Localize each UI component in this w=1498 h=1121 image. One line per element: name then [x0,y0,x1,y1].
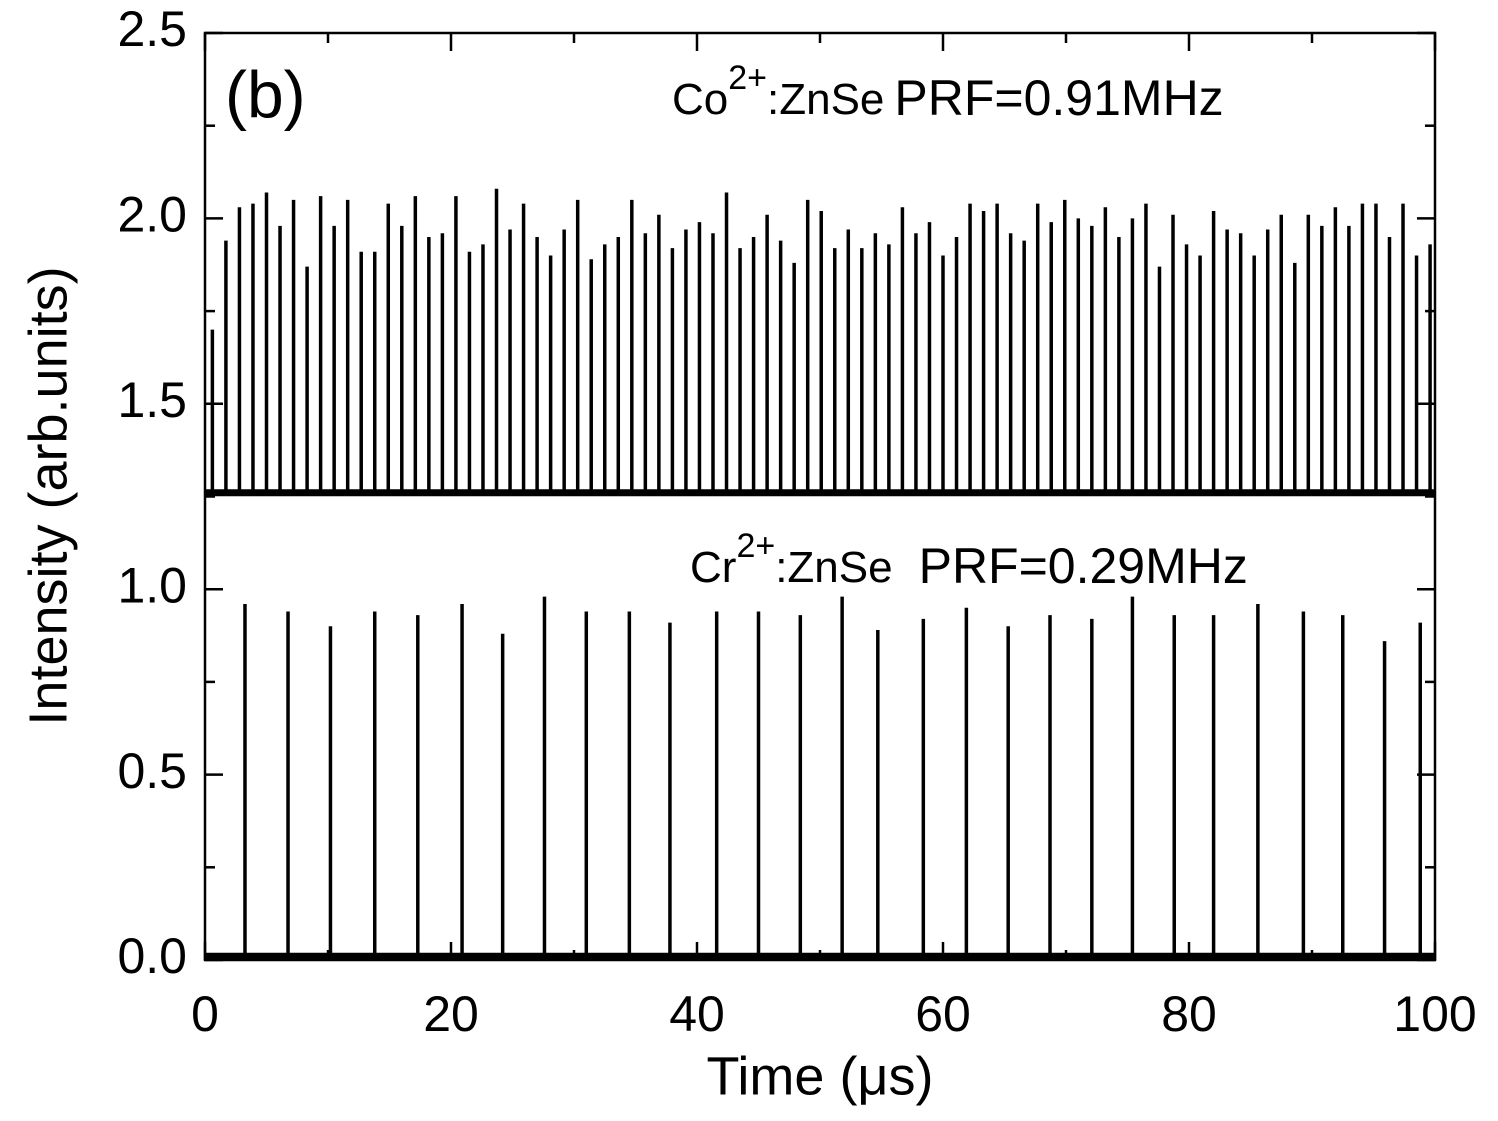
ion: Cr [690,543,736,592]
y-tick-label: 2.5 [117,1,187,57]
y-tick-label: 1.0 [117,557,187,613]
charge: 2+ [728,59,767,97]
x-tick-label: 60 [915,986,971,1042]
y-tick-label: 1.5 [117,372,187,428]
y-tick-label: 0.0 [117,928,187,984]
y-axis-label: Intensity (arb.units) [18,266,78,725]
x-tick-label: 100 [1393,986,1476,1042]
ion: Co [672,75,728,124]
plot-frame [203,31,1437,962]
x-tick-label: 80 [1161,986,1217,1042]
x-tick-label: 40 [669,986,725,1042]
prf: PRF=0.91MHz [894,70,1223,126]
y-tick-label: 0.5 [117,743,187,799]
prf: PRF=0.29MHz [919,538,1248,594]
x-tick-label: 20 [423,986,479,1042]
host: :ZnSe [775,543,892,592]
host: :ZnSe [767,75,884,124]
charge: 2+ [736,527,775,565]
series-label: Co2+:ZnSe PRF=0.91MHz [672,59,1224,126]
series-label: Cr2+:ZnSe PRF=0.29MHz [690,527,1248,594]
panel-label: (b) [225,57,306,131]
x-tick-label: 0 [191,986,219,1042]
x-axis-label: Time (μs) [706,1046,933,1106]
y-tick-label: 2.0 [117,187,187,243]
